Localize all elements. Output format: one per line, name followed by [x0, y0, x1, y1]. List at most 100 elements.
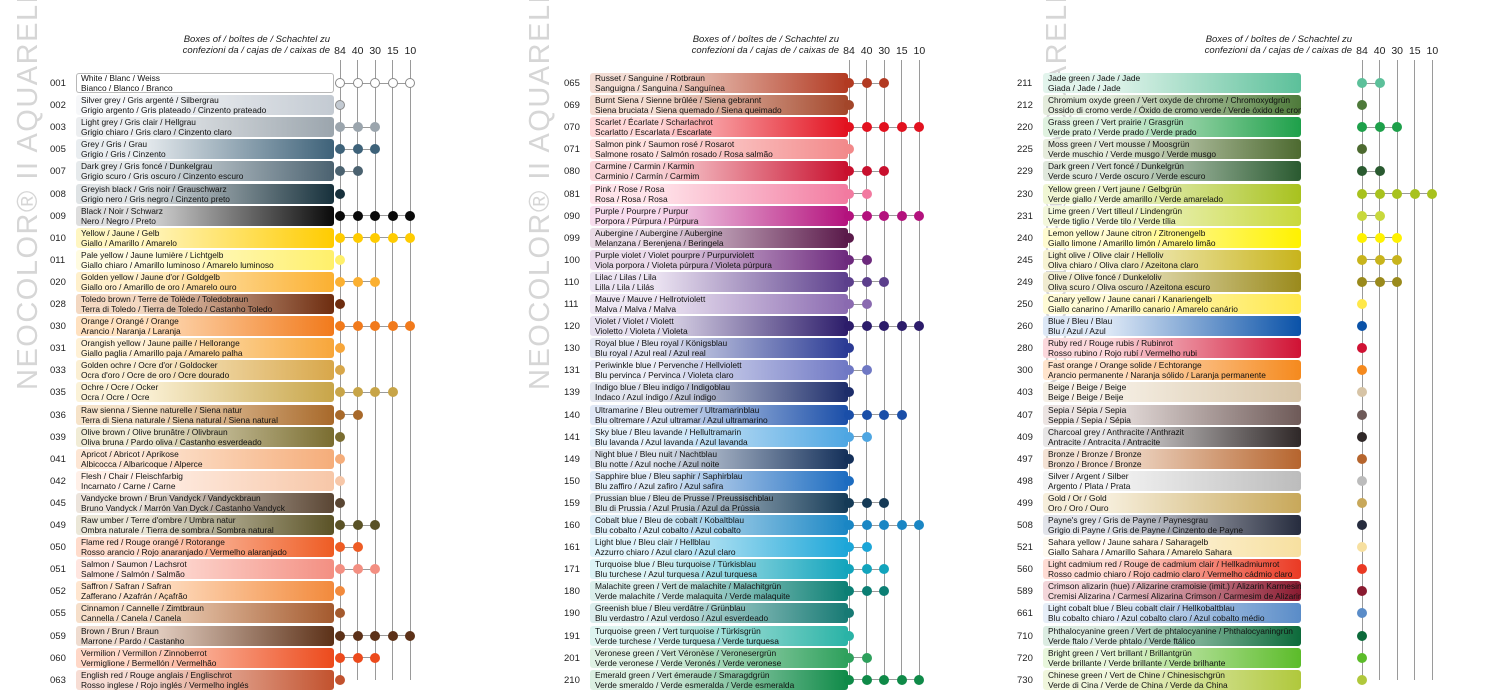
color-swatch: Phthalocyanine green / Vert de phtalocya…	[1043, 625, 1301, 646]
color-name-line2: Arancio permanente / Naranja sólido / La…	[1048, 370, 1266, 381]
color-code: 009	[50, 210, 66, 222]
color-name: Salmon pink / Saumon rosé / Rosarot Salmo…	[595, 139, 773, 159]
color-name-line1: Mauve / Mauve / Hellrotviolett	[595, 294, 706, 304]
box-dot-15	[387, 387, 398, 398]
color-name-line1: Ultramarine / Bleu outremer / Ultramarin…	[595, 404, 760, 415]
box-dot-84	[335, 387, 345, 398]
color-name: Grass green / Vert prairie / Grasgrün Ver…	[1048, 117, 1197, 137]
color-name-line2: Verde veronese / Verde Veronés / Verde v…	[595, 657, 782, 668]
color-code: 050	[50, 542, 66, 554]
box-dot-40	[352, 122, 363, 133]
color-row: 069 Burnt Siena / Sienne brûlée / Siena g…	[564, 95, 984, 116]
color-name: Periwinkle blue / Pervenche / Hellviolet…	[595, 360, 742, 380]
color-name-line1: Royal blue / Bleu royal / Königsblau	[595, 338, 728, 349]
box-dot-15	[896, 674, 907, 685]
color-name-line1: English red / Rouge anglais / Englischro…	[81, 669, 232, 680]
color-name-line2: Porpora / Púrpura / Púrpura	[595, 215, 699, 226]
color-name-line1: Flame red / Rouge orangé / Rotorange	[81, 537, 225, 548]
color-row: 521 Sahara yellow / Jaune sahara / Sahara…	[1017, 537, 1437, 558]
box-dot-84	[335, 431, 345, 442]
box-dot-15	[387, 232, 398, 243]
box-dot-10	[914, 122, 925, 133]
color-name-line2: Verde ftalo / Verde phtalo / Verde ftáli…	[1048, 635, 1196, 646]
boxes-header-line2: confezioni da / cajas de / caixas de	[691, 45, 839, 56]
box-dot-84	[844, 586, 854, 597]
color-name: Light cobalt blue / Bleu cobalt clair / …	[1048, 603, 1264, 623]
color-name: Jade green / Jade / Jade Giada / Jade / J…	[1048, 73, 1140, 93]
color-name-line2: Verde brillante / Verde brillante / Verd…	[1048, 657, 1226, 668]
color-swatch: Emerald green / Vert émeraude / Smaragdg…	[590, 669, 848, 690]
color-swatch: Mauve / Mauve / Hellrotviolett Malva / Ma…	[590, 294, 848, 314]
color-name: Chinese green / Vert de Chine / Chinesis…	[1048, 670, 1228, 690]
color-row: 171 Turquoise blue / Bleu turquoise / Tür…	[564, 559, 984, 580]
color-name-line1: Dark green / Vert foncé / Dunkelgrün	[1048, 161, 1184, 172]
color-name-line2: Ombra naturale / Tierra de sombra / Somb…	[81, 525, 274, 535]
brand-vertical-title: NEOCOLOR® II AQUARELLE	[12, 0, 44, 390]
color-code: 111	[564, 299, 579, 310]
box-dot-84	[335, 409, 345, 420]
color-code: 497	[1017, 453, 1033, 465]
color-name: Malachite green / Vert de malachite / Ma…	[595, 581, 790, 601]
color-name: Raw umber / Terre d'ombre / Umbra natur O…	[81, 515, 274, 535]
color-name-line1: Fast orange / Orange solide / Echtorange	[1048, 360, 1202, 371]
color-name-line1: Cinnamon / Cannelle / Zimtbraun	[81, 603, 204, 614]
color-swatch: Aubergine / Aubergine / Aubergine Melanza…	[590, 227, 848, 248]
color-row: 052 Saffron / Safran / Safran Zafferano / …	[50, 581, 470, 602]
box-dot-40	[1374, 122, 1385, 133]
color-name-line1: Light blue / Bleu clair / Hellblau	[595, 537, 710, 548]
color-swatch: Light cadmium red / Rouge de cadmium cla…	[1043, 559, 1301, 580]
color-name-line2: Giallo oro / Amarillo de oro / Amarelo o…	[81, 281, 237, 292]
color-name-line1: Light cadmium red / Rouge de cadmium cla…	[1048, 559, 1280, 570]
color-swatch: Ochre / Ocre / Ocker Ocra / Ocre / Ocre	[76, 382, 334, 403]
color-name-line2: Antracite / Antracita / Antracite	[1048, 436, 1161, 447]
boxes-header-line2: confezioni da / cajas de / caixas de	[1204, 45, 1352, 56]
color-swatch: Black / Noir / Schwarz Nero / Negro / Pre…	[76, 205, 334, 226]
color-row: 042 Flesh / Chair / Fleischfarbig Incarnat…	[50, 470, 470, 492]
color-name-line2: Grigio argento / Gris plateado / Cinzent…	[81, 105, 267, 116]
box-dot-84	[335, 276, 345, 287]
color-name-line2: Incarnato / Carne / Carne	[81, 480, 176, 491]
box-dot-84	[844, 122, 854, 133]
color-name-line1: Sapphire blue / Bleu saphir / Saphirblau	[595, 470, 743, 481]
box-dot-84	[844, 276, 854, 287]
box-connector	[849, 414, 902, 415]
color-code: 212	[1017, 100, 1033, 112]
color-row: 730 Chinese green / Vert de Chine / Chine…	[1017, 669, 1437, 691]
color-code: 069	[564, 100, 580, 112]
color-name-line2: Grigio di Payne / Gris de Payne / Cinzen…	[1048, 525, 1244, 535]
box-dot-30	[370, 630, 381, 641]
color-code: 063	[50, 674, 66, 686]
color-row: 249 Olive / Olive foncé / Dunkeloliv Oliva…	[1017, 271, 1437, 293]
color-name-line1: Salmon / Saumon / Lachsrot	[81, 559, 187, 570]
color-name: Scarlet / Écarlate / Scharlachrot Scarlat…	[595, 117, 713, 137]
boxes-header-line1: Boxes of / boîtes de / Schachtel zu	[692, 34, 839, 45]
box-dot-40	[861, 254, 872, 265]
box-dot-40	[861, 586, 872, 597]
color-code: 031	[50, 343, 66, 355]
box-dot-10	[914, 520, 925, 530]
color-name-line1: Moss green / Vert mousse / Moosgrün	[1048, 139, 1190, 150]
box-size-line	[1396, 60, 1398, 680]
color-name-line2: Ocra d'oro / Ocre de oro / Ocre dourado	[81, 370, 230, 381]
box-dot-84	[335, 542, 345, 553]
color-name: Cinnamon / Cannelle / Zimtbraun Cannella …	[81, 603, 204, 623]
color-name-line1: Canary yellow / Jaune canari / Kanarieng…	[1048, 294, 1212, 304]
color-name-line2: Blu cobalto chiaro / Azul cobalto claro …	[1048, 613, 1265, 624]
color-name-line2: Rosa / Rosa / Rosa	[595, 193, 668, 204]
box-connector	[340, 546, 358, 548]
color-code: 250	[1017, 299, 1033, 310]
color-row: 260 Blue / Bleu / Blau Blu / Azul / Azul	[1017, 316, 1437, 337]
color-swatch: Chromium oxyde green / Vert oxyde de chr…	[1043, 95, 1301, 116]
color-code: 211	[1017, 78, 1033, 89]
box-dot-10	[405, 210, 416, 221]
color-name: Moss green / Vert mousse / Moosgrün Verde…	[1048, 139, 1216, 159]
box-dot-30	[879, 409, 890, 420]
box-dot-84	[844, 144, 854, 155]
color-name-line2: Giallo / Amarillo / Amarelo	[81, 237, 177, 248]
box-dot-84	[335, 144, 345, 155]
color-name-line2: Beige / Beige / Beije	[1048, 392, 1124, 403]
box-dot-84	[844, 188, 854, 199]
box-dot-84	[1357, 144, 1367, 155]
color-name-line2: Verde tiglio / Verde tilo / Verde tília	[1048, 215, 1176, 226]
color-code: 002	[50, 100, 66, 112]
